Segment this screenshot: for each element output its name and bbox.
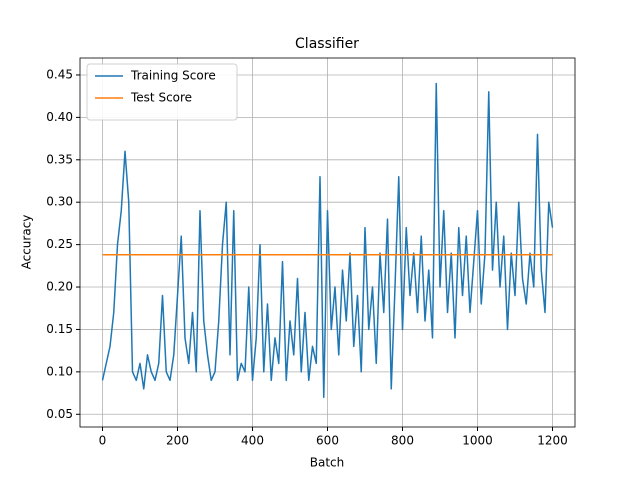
x-tick-label: 1200: [537, 434, 568, 448]
legend-label: Training Score: [130, 69, 216, 83]
x-axis-label: Batch: [310, 456, 345, 470]
x-tick-label: 800: [391, 434, 414, 448]
y-tick-label: 0.25: [46, 237, 73, 251]
legend-box: [86, 63, 238, 121]
y-tick-label: 0.15: [46, 322, 73, 336]
x-tick-label: 1000: [462, 434, 493, 448]
legend-label: Test Score: [130, 91, 192, 105]
x-tick-label: 0: [99, 434, 107, 448]
line-series: [101, 82, 554, 399]
legend: Training Score Test Score: [86, 63, 238, 121]
x-tick-label: 200: [166, 434, 189, 448]
y-tick-label: 0.30: [46, 195, 73, 209]
x-tick-label: 400: [241, 434, 264, 448]
y-tick-label: 0.45: [46, 67, 73, 81]
y-tick-label: 0.20: [46, 280, 73, 294]
y-tick-label: 0.10: [46, 364, 73, 378]
y-axis-label: Accuracy: [20, 215, 34, 270]
y-tick-label: 0.40: [46, 110, 73, 124]
plot-frame: [79, 57, 576, 428]
x-tick-label: 600: [316, 434, 339, 448]
chart-title: Classifier: [295, 36, 359, 52]
y-tick-label: 0.35: [46, 152, 73, 166]
y-tick-label: 0.05: [46, 407, 73, 421]
